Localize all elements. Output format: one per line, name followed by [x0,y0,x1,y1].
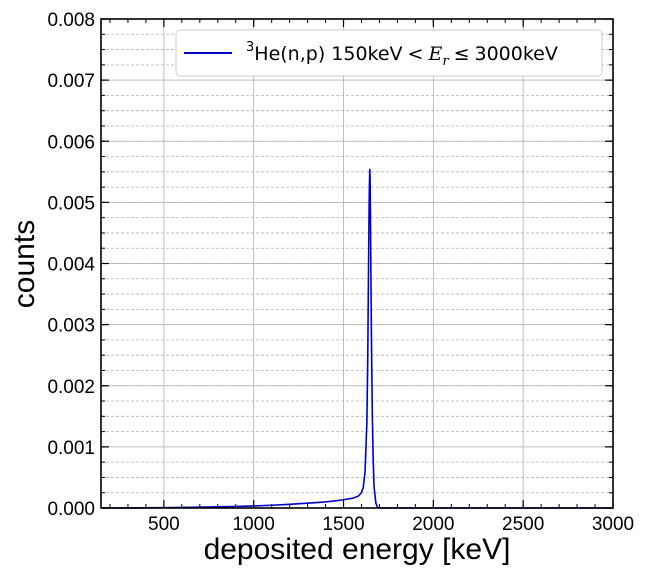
y-tick-label: 0.000 [47,499,95,520]
legend-tail: 3000keV [474,43,557,65]
legend-less-than: < [408,43,424,65]
grid [101,18,614,509]
y-tick-label: 0.002 [47,377,95,398]
y-tick-label: 0.003 [47,316,95,337]
x-tick-label: 1500 [322,514,364,535]
y-tick-label: 0.005 [47,193,95,214]
y-tick-label: 0.001 [47,438,95,459]
legend: 3He(n,p) 150keV < Er ≤3000keV [175,29,603,77]
legend-variable: E [427,43,442,65]
legend-leq: ≤ [454,43,470,65]
y-axis-label: counts [8,220,41,308]
x-tick-label: 2500 [502,514,544,535]
y-tick-label: 0.008 [47,10,95,31]
legend-frame [175,29,603,77]
ticks: 0.000 0.001 0.002 0.003 0.004 0.005 0.006 0.007… [47,10,634,535]
x-tick-label: 2000 [412,514,454,535]
legend-label: 3He(n,p) 150keV < Er ≤3000keV [246,40,558,69]
y-tick-label: 0.004 [47,255,95,276]
y-tick-label: 0.006 [47,132,95,153]
x-axis-label: deposited energy [keV] [204,533,511,566]
x-tick-label: 1000 [233,514,275,535]
x-tick-label: 3000 [592,514,634,535]
legend-subscript: r [442,54,449,69]
y-tick-label: 0.007 [47,71,95,92]
legend-reaction: He(n,p) 150keV [254,43,402,65]
legend-superscript: 3 [246,40,254,55]
x-tick-label: 500 [148,514,180,535]
